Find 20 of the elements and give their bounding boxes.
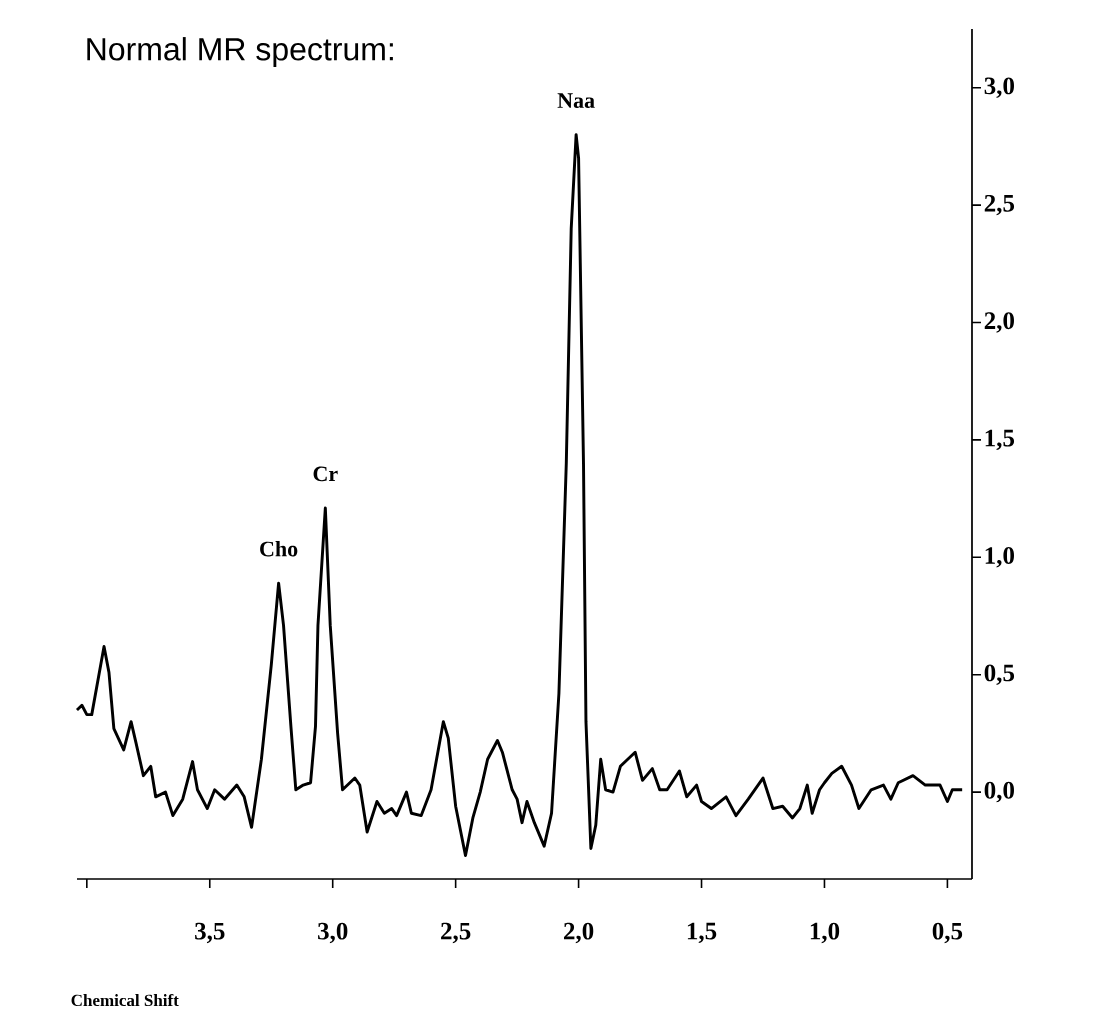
y-tick-label: 2,5: [984, 194, 1015, 216]
y-tick-label: 1,5: [985, 429, 1015, 451]
y-tick-label: 1,0: [985, 547, 1014, 568]
y-tick-label: 3,0: [984, 77, 1014, 98]
chart-title: Normal MR spectrum:: [87, 37, 393, 67]
y-tick-label: 0,0: [984, 781, 1014, 803]
x-tick-label: 1,0: [810, 922, 840, 944]
annotation: Cho: [260, 540, 298, 557]
y-tick-label: 2,0: [984, 312, 1014, 333]
y-tick-label: 0,5: [984, 664, 1015, 685]
x-tick-label: 0,5: [932, 922, 963, 944]
annotation: Cr: [313, 466, 338, 482]
x-axis-title: Chemical Shift: [71, 993, 179, 1007]
line-series: [75, 133, 964, 857]
x-tick-label: 3,5: [195, 922, 225, 944]
x-tick-label: 2,0: [564, 922, 594, 944]
x-tick-label: 1,5: [687, 922, 717, 944]
x-tick-label: 2,5: [441, 922, 471, 944]
annotation: Naa: [557, 93, 595, 108]
x-tick-label: 3,0: [318, 922, 348, 944]
